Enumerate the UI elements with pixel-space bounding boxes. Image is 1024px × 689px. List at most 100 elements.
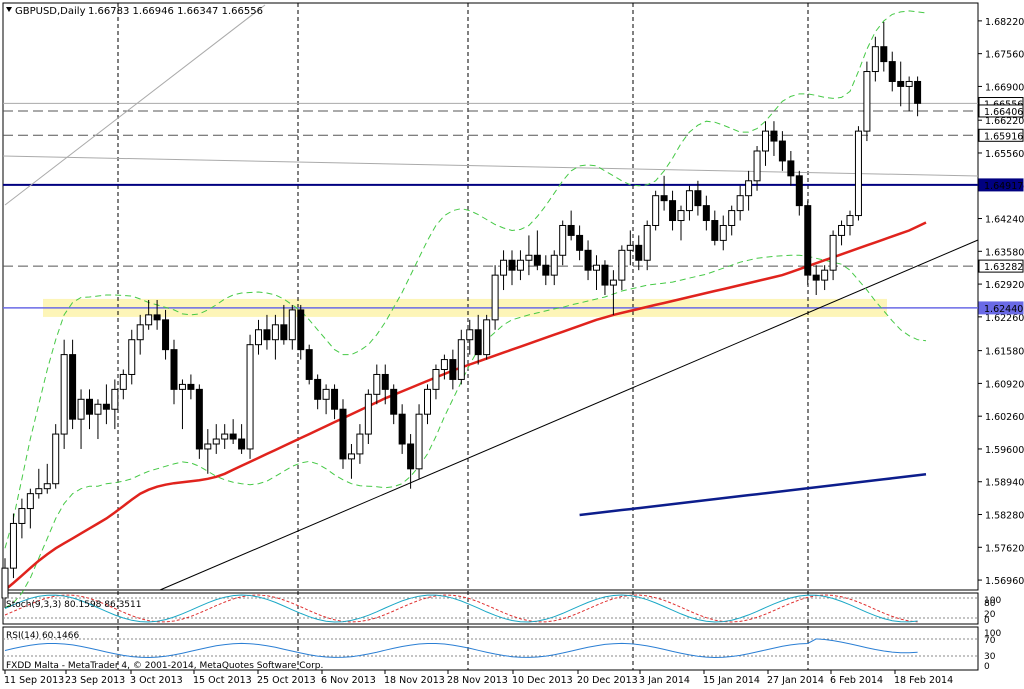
candle — [559, 220, 567, 266]
price-tick-label: 1.58280 — [985, 511, 1024, 522]
candle-body — [111, 388, 119, 410]
ma-fast-line — [4, 221, 927, 591]
candle — [567, 210, 575, 241]
candles-layer — [1, 21, 922, 608]
candle — [255, 319, 262, 355]
price-tick-label: 1.65560 — [985, 149, 1024, 160]
candle — [204, 429, 212, 474]
candle — [314, 374, 322, 410]
candle-body — [905, 80, 913, 87]
candle-body — [356, 433, 364, 455]
candle — [94, 399, 102, 440]
candle-body — [888, 61, 896, 82]
candle — [449, 349, 457, 390]
candle — [60, 339, 68, 449]
candle-body — [559, 224, 567, 256]
candle-body — [593, 264, 600, 271]
candle — [26, 488, 34, 529]
ma-slow-line — [579, 473, 927, 517]
price-label-box — [978, 259, 1024, 273]
candle — [846, 210, 854, 236]
candle-body — [787, 160, 795, 177]
candle — [812, 265, 820, 296]
candle-body — [669, 200, 677, 222]
candle — [593, 255, 600, 291]
candle — [745, 170, 753, 211]
candle — [297, 304, 305, 360]
time-tick-label: 25 Oct 2013 — [257, 675, 316, 686]
price-label-text: 1.66406 — [984, 107, 1023, 118]
candle — [347, 443, 355, 479]
candle — [111, 379, 119, 430]
candle-body — [871, 46, 879, 73]
candle-body — [643, 224, 651, 261]
time-tick-label: 18 Nov 2013 — [384, 675, 445, 686]
rsi-lines-layer — [3, 638, 978, 659]
price-tick-label: 1.58940 — [985, 478, 1024, 489]
candle — [288, 304, 296, 350]
candle-body — [373, 373, 381, 395]
candle — [170, 339, 178, 405]
candle — [491, 265, 499, 330]
candle — [753, 146, 761, 191]
symbol-label: GBPUSD,Daily — [15, 6, 86, 17]
candle — [601, 260, 609, 296]
candle-body — [212, 438, 220, 445]
candle — [635, 235, 643, 271]
candle-body — [322, 388, 330, 400]
candle-body — [567, 224, 575, 236]
candle — [736, 185, 744, 221]
time-tick-label: 3 Jan 2014 — [639, 675, 690, 686]
vertical-grid-layer — [117, 3, 809, 670]
candle-body — [280, 324, 288, 341]
uptrend-line — [159, 239, 979, 591]
candle-body — [305, 349, 313, 380]
candle — [263, 314, 271, 350]
price-label-text: 1.64917 — [984, 181, 1023, 192]
dropdown-arrow-icon[interactable] — [6, 7, 12, 12]
candle-body — [880, 46, 888, 63]
candle — [474, 314, 482, 365]
time-tick-label: 15 Jan 2014 — [703, 675, 760, 686]
candle — [711, 210, 719, 246]
candle — [69, 339, 77, 430]
candle-body — [652, 195, 660, 226]
candle-body — [576, 234, 584, 251]
candle-body — [347, 453, 355, 460]
candle-body — [440, 359, 448, 371]
candle-body — [550, 254, 558, 276]
candle-body — [229, 433, 237, 440]
candle — [576, 225, 584, 261]
candle — [778, 131, 786, 171]
candle-body — [424, 388, 431, 415]
candle-body — [170, 349, 178, 390]
candle-body — [829, 234, 837, 271]
candle — [652, 190, 660, 231]
rsi-tick-0: 0 — [984, 662, 990, 672]
candle-body — [255, 329, 262, 346]
candle-body — [204, 443, 212, 450]
candle — [508, 250, 516, 286]
candle-body — [407, 443, 415, 470]
candle — [424, 384, 431, 425]
price-label-box — [978, 128, 1024, 142]
candle — [897, 61, 905, 107]
candle-body — [500, 259, 508, 276]
candle — [415, 404, 423, 479]
candle — [669, 190, 677, 231]
candle — [702, 195, 710, 231]
candle-body — [60, 354, 68, 435]
candle — [221, 424, 229, 449]
candle-body — [178, 383, 186, 390]
candle — [102, 384, 110, 425]
moving-averages-layer — [4, 221, 927, 591]
candle-body — [584, 249, 592, 271]
candle-body — [271, 324, 279, 341]
candle — [86, 389, 93, 430]
stoch-tick-0: 0 — [984, 616, 990, 626]
candle-body — [102, 403, 110, 410]
time-axis: 11 Sep 2013 23 Sep 2013 3 Oct 2013 15 Oct 2… — [4, 670, 953, 686]
candle — [694, 180, 702, 216]
candle — [356, 424, 364, 464]
